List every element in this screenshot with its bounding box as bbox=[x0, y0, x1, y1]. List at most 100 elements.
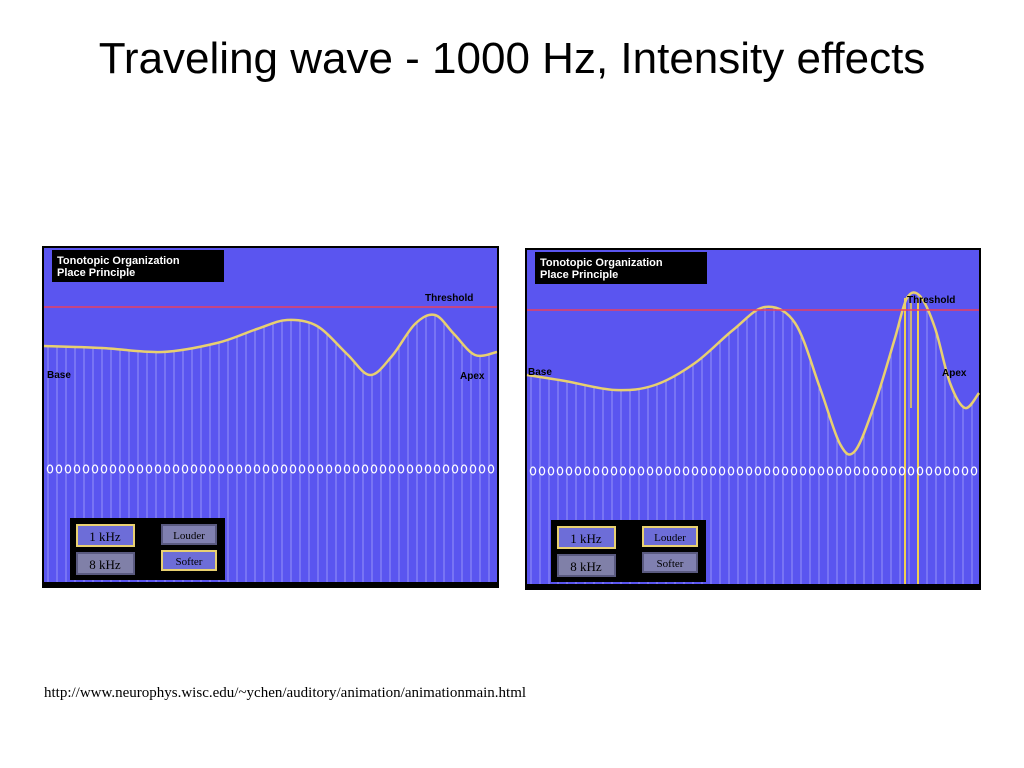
hair-cell-bead bbox=[469, 464, 477, 474]
hair-cell-bead bbox=[325, 464, 333, 474]
hair-cell-bead bbox=[628, 466, 636, 476]
frequency-8khz-button[interactable] bbox=[76, 552, 135, 575]
hair-cell-bead bbox=[460, 464, 468, 474]
threshold-label: Threshold bbox=[425, 293, 473, 304]
frequency-1khz-button[interactable] bbox=[76, 524, 135, 547]
hair-cell-bead bbox=[64, 464, 72, 474]
hair-cell-bead bbox=[55, 464, 63, 474]
hair-cell-bead bbox=[727, 466, 735, 476]
outer-hair-cell-row bbox=[529, 466, 978, 476]
hair-cell-bead bbox=[898, 466, 906, 476]
hair-cell-bead bbox=[754, 466, 762, 476]
hair-cell-bead bbox=[406, 464, 414, 474]
hair-cell-bead bbox=[73, 464, 81, 474]
hair-cell-bead bbox=[925, 466, 933, 476]
hair-cell-bead bbox=[799, 466, 807, 476]
softer-label: Softer bbox=[657, 558, 684, 570]
hair-cell-bead bbox=[709, 466, 717, 476]
header-line-1: Tonotopic Organization bbox=[57, 255, 180, 267]
hair-cell-bead bbox=[763, 466, 771, 476]
threshold-label: Threshold bbox=[907, 295, 955, 306]
hair-cell-bead bbox=[637, 466, 645, 476]
hair-cell-bead bbox=[442, 464, 450, 474]
hair-cell-bead bbox=[916, 466, 924, 476]
louder-button[interactable] bbox=[161, 524, 217, 545]
apex-label: Apex bbox=[942, 368, 967, 379]
info-header bbox=[535, 252, 707, 284]
hair-cell-bead bbox=[208, 464, 216, 474]
hair-cell-bead bbox=[91, 464, 99, 474]
hair-cell-bead bbox=[298, 464, 306, 474]
hair-cell-bead bbox=[601, 466, 609, 476]
info-header bbox=[52, 250, 224, 282]
hair-cell-bead bbox=[352, 464, 360, 474]
louder-label: Louder bbox=[654, 532, 686, 544]
hair-cell-bead bbox=[880, 466, 888, 476]
hair-cell-bead bbox=[145, 464, 153, 474]
traveling-wave bbox=[526, 291, 980, 456]
hair-cell-bead bbox=[862, 466, 870, 476]
frequency-1khz-label: 1 kHz bbox=[89, 529, 121, 544]
source-url: http://www.neurophys.wisc.edu/~ychen/aud… bbox=[44, 685, 527, 701]
frequency-1khz-label: 1 kHz bbox=[570, 531, 602, 546]
header-line-1: Tonotopic Organization bbox=[540, 257, 663, 269]
hair-cell-bead bbox=[109, 464, 117, 474]
hair-cell-bead bbox=[217, 464, 225, 474]
hair-cell-bead bbox=[118, 464, 126, 474]
hair-cell-bead bbox=[646, 466, 654, 476]
cochlea-panel-softer: Tonotopic Organization Place Principle T… bbox=[42, 246, 499, 588]
hair-cell-bead bbox=[244, 464, 252, 474]
hair-cell-bead bbox=[280, 464, 288, 474]
apex-label: Apex bbox=[460, 371, 485, 382]
hair-cell-bead bbox=[487, 464, 495, 474]
softer-button[interactable] bbox=[642, 552, 698, 573]
hair-cell-bead bbox=[808, 466, 816, 476]
hair-cell-bead bbox=[583, 466, 591, 476]
hair-cell-bead bbox=[334, 464, 342, 474]
hair-cell-bead bbox=[592, 466, 600, 476]
hair-cell-bead bbox=[619, 466, 627, 476]
hair-cell-bead bbox=[172, 464, 180, 474]
louder-label: Louder bbox=[173, 530, 205, 542]
hair-cell-bead bbox=[772, 466, 780, 476]
outer-hair-cell-row bbox=[46, 464, 495, 474]
frequency-8khz-label: 8 kHz bbox=[570, 559, 602, 574]
hair-cell-bead bbox=[943, 466, 951, 476]
hair-cell-bead bbox=[163, 464, 171, 474]
softer-button[interactable] bbox=[161, 550, 217, 571]
hair-cell-bead bbox=[934, 466, 942, 476]
hair-cell-bead bbox=[433, 464, 441, 474]
hair-cell-bead bbox=[397, 464, 405, 474]
hair-cell-bead bbox=[538, 466, 546, 476]
hair-cell-bead bbox=[415, 464, 423, 474]
base-label: Base bbox=[528, 367, 552, 378]
hair-cell-bead bbox=[271, 464, 279, 474]
wave-fill bbox=[527, 250, 979, 455]
frequency-8khz-button[interactable] bbox=[557, 554, 616, 577]
hair-cell-bead bbox=[871, 466, 879, 476]
frequency-1khz-button[interactable] bbox=[557, 526, 616, 549]
hair-cell-bead bbox=[574, 466, 582, 476]
cochlea-animation-softer: Tonotopic Organization Place Principle T… bbox=[43, 248, 498, 582]
hair-cell-bead bbox=[136, 464, 144, 474]
hair-cell-bead bbox=[655, 466, 663, 476]
hair-cell-bead bbox=[907, 466, 915, 476]
hair-cell-bead bbox=[961, 466, 969, 476]
hair-cell-bead bbox=[736, 466, 744, 476]
hair-cell-bead bbox=[700, 466, 708, 476]
hair-cell-bead bbox=[889, 466, 897, 476]
frequency-8khz-label: 8 kHz bbox=[89, 557, 121, 572]
hair-cell-bead bbox=[610, 466, 618, 476]
hair-cell-bead bbox=[745, 466, 753, 476]
hair-cell-bead bbox=[835, 466, 843, 476]
hair-cell-bead bbox=[664, 466, 672, 476]
hair-cell-bead bbox=[262, 464, 270, 474]
cochlea-panel-louder: Tonotopic Organization Place Principle T… bbox=[525, 248, 981, 590]
hair-cell-bead bbox=[370, 464, 378, 474]
hair-cell-bead bbox=[781, 466, 789, 476]
louder-button[interactable] bbox=[642, 526, 698, 547]
hair-cell-bead bbox=[424, 464, 432, 474]
hair-cell-bead bbox=[289, 464, 297, 474]
hair-cell-bead bbox=[226, 464, 234, 474]
hair-cell-bead bbox=[154, 464, 162, 474]
